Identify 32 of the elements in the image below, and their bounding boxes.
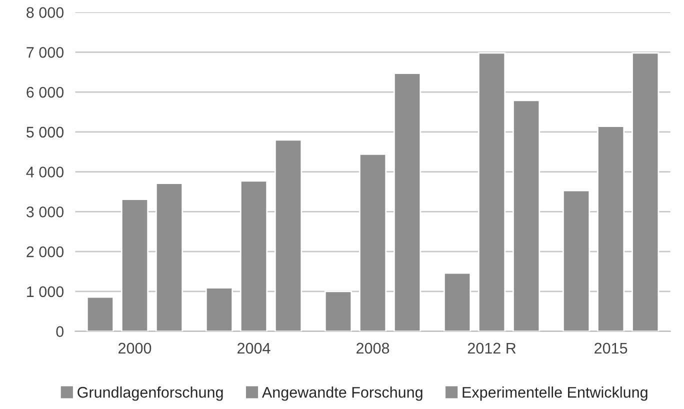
- bar: [512, 100, 540, 332]
- legend-label: Experimentelle Entwicklung: [462, 386, 648, 401]
- x-tick-label: 2000: [118, 342, 152, 354]
- bar: [394, 72, 422, 332]
- y-tick-label: 4 000: [26, 166, 64, 178]
- bar: [443, 272, 472, 332]
- x-tick-label: 2015: [594, 342, 628, 354]
- y-tick-label: 8 000: [26, 7, 64, 18]
- x-tick-label: 2012 R: [468, 342, 516, 354]
- bar: [205, 287, 234, 332]
- bar: [632, 52, 660, 332]
- x-tick-label: 2004: [238, 342, 270, 354]
- y-tick-label: 2 000: [26, 246, 64, 258]
- legend-label: Angewandte Forschung: [262, 386, 422, 401]
- bar: [324, 290, 352, 332]
- y-tick-label: 1 000: [27, 286, 64, 298]
- bar: [274, 139, 302, 332]
- bar: [240, 180, 268, 332]
- y-tick-label: 7 000: [26, 47, 64, 58]
- bar: [478, 52, 506, 332]
- legend-label: Grundlagenforschung: [78, 386, 223, 401]
- bar: [120, 198, 149, 332]
- bar: [86, 296, 114, 332]
- y-tick-label: 3 000: [26, 206, 64, 218]
- bar: [562, 190, 590, 332]
- y-tick-label: 0: [56, 326, 64, 337]
- y-tick-label: 5 000: [26, 126, 64, 138]
- bar: [597, 126, 625, 332]
- x-tick-label: 2008: [356, 342, 390, 354]
- y-tick-label: 6 000: [26, 86, 64, 98]
- bar: [155, 182, 184, 332]
- bar: [358, 154, 387, 332]
